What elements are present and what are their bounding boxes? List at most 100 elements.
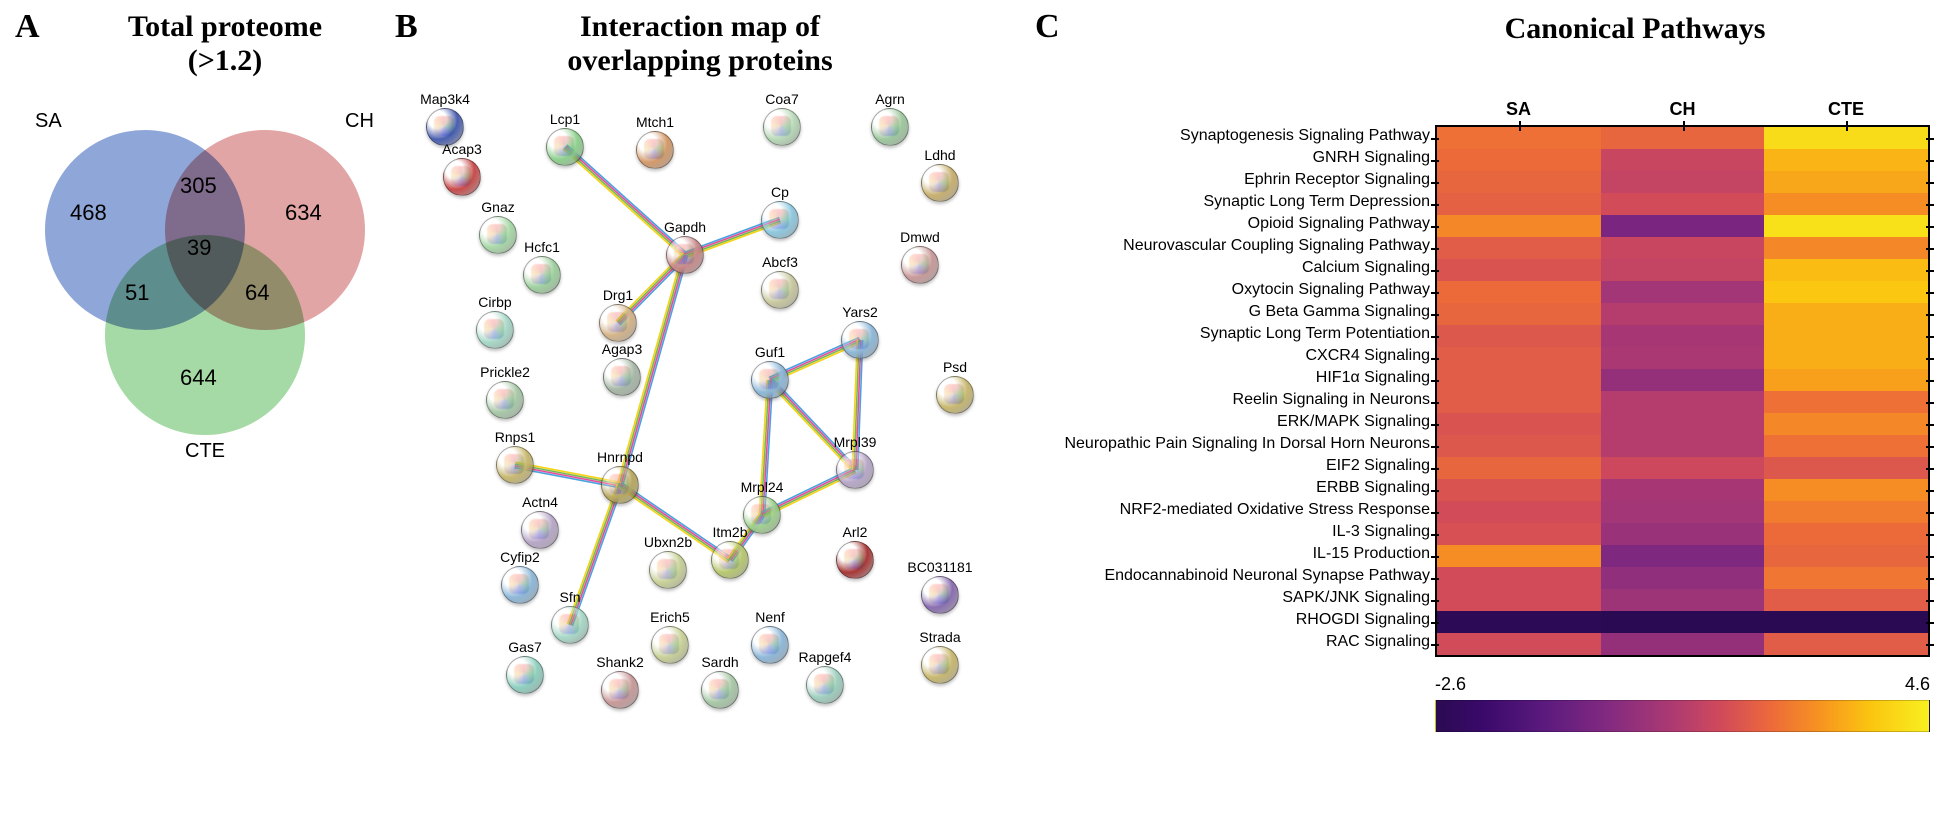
node-cyfip2 [501, 566, 539, 604]
hm-row [1437, 369, 1928, 391]
node-label-map3k4: Map3k4 [420, 91, 470, 107]
hm-row [1437, 259, 1928, 281]
hm-row-label: Synaptic Long Term Potentiation [1064, 323, 1430, 345]
hm-col-sa: SA [1506, 99, 1531, 120]
node-label-cp: Cp [771, 184, 789, 200]
venn-n-sach: 305 [180, 173, 217, 199]
hm-row-tick [1926, 270, 1934, 272]
hm-row [1437, 589, 1928, 611]
node-label-agap3: Agap3 [602, 341, 642, 357]
hm-row-tick [1926, 512, 1934, 514]
node-mrpl39 [836, 451, 874, 489]
node-yars2 [841, 321, 879, 359]
node-cirbp [476, 311, 514, 349]
hm-row-tick [1431, 358, 1439, 360]
hm-cell [1437, 303, 1601, 325]
hm-row-label: IL-3 Signaling [1064, 521, 1430, 543]
hm-row [1437, 457, 1928, 479]
node-label-sfn: Sfn [559, 589, 580, 605]
hm-row-tick [1431, 578, 1439, 580]
hm-tick-2 [1683, 121, 1685, 131]
hm-cell [1437, 391, 1601, 413]
hm-cell [1437, 567, 1601, 589]
hm-row-tick [1926, 578, 1934, 580]
node-label-shank2: Shank2 [596, 654, 643, 670]
hm-row-tick [1926, 424, 1934, 426]
hm-cell [1764, 193, 1928, 215]
venn-n-cte: 644 [180, 365, 217, 391]
hm-cell [1437, 193, 1601, 215]
hm-row-label: RHOGDI Signaling [1064, 609, 1430, 631]
hm-cell [1437, 369, 1601, 391]
node-label-guf1: Guf1 [755, 344, 785, 360]
node-rnps1 [496, 446, 534, 484]
hm-row-tick [1431, 270, 1439, 272]
hm-row-label: HIF1α Signaling [1064, 367, 1430, 389]
hm-cell [1601, 369, 1765, 391]
node-erich5 [651, 626, 689, 664]
hm-cell [1764, 281, 1928, 303]
node-sardh [701, 671, 739, 709]
hm-row-label: RAC Signaling [1064, 631, 1430, 653]
node-label-gapdh: Gapdh [664, 219, 706, 235]
venn-label-sa: SA [35, 110, 62, 133]
hm-cell [1764, 391, 1928, 413]
hm-cell [1764, 435, 1928, 457]
hm-row-label: Neurovascular Coupling Signaling Pathway [1064, 235, 1430, 257]
hm-row-label: CXCR4 Signaling [1064, 345, 1430, 367]
node-prickle2 [486, 381, 524, 419]
node-nenf [751, 626, 789, 664]
hm-row-tick [1926, 358, 1934, 360]
hm-row-tick [1431, 534, 1439, 536]
hm-cell [1437, 171, 1601, 193]
hm-row-tick [1431, 182, 1439, 184]
hm-row [1437, 611, 1928, 633]
node-label-yars2: Yars2 [842, 304, 878, 320]
node-label-lcp1: Lcp1 [550, 111, 580, 127]
hm-row-tick [1431, 490, 1439, 492]
legend-max: 4.6 [1905, 674, 1930, 695]
hm-cell [1764, 237, 1928, 259]
venn-n-chcte: 64 [245, 280, 269, 306]
hm-cell [1601, 149, 1765, 171]
hm-cell [1764, 413, 1928, 435]
hm-cell [1764, 347, 1928, 369]
legend-min: -2.6 [1435, 674, 1466, 695]
node-coa7 [763, 108, 801, 146]
node-ubxn2b [649, 551, 687, 589]
venn-n-sa: 468 [70, 200, 107, 226]
node-label-mtch1: Mtch1 [636, 114, 674, 130]
hm-row-tick [1926, 292, 1934, 294]
hm-row-tick [1926, 204, 1934, 206]
hm-cell [1601, 193, 1765, 215]
node-label-rapgef4: Rapgef4 [799, 649, 852, 665]
hm-row [1437, 325, 1928, 347]
panel-a-title-l2: (>1.2) [60, 44, 390, 78]
hm-row-tick [1926, 182, 1934, 184]
hm-row-label: NRF2-mediated Oxidative Stress Response [1064, 499, 1430, 521]
node-label-ubxn2b: Ubxn2b [644, 534, 692, 550]
hm-cell [1601, 545, 1765, 567]
panel-b-title: Interaction map of overlapping proteins [490, 10, 910, 78]
hm-row-tick [1926, 336, 1934, 338]
node-label-nenf: Nenf [755, 609, 785, 625]
hm-cell [1601, 479, 1765, 501]
hm-row-tick [1926, 160, 1934, 162]
hm-cell [1601, 589, 1765, 611]
hm-cell [1437, 633, 1601, 655]
node-label-mrpl24: Mrpl24 [741, 479, 784, 495]
hm-row-label: ERK/MAPK Signaling [1064, 411, 1430, 433]
hm-cell [1764, 457, 1928, 479]
hm-cell [1601, 391, 1765, 413]
hm-row-tick [1431, 622, 1439, 624]
hm-cell [1601, 171, 1765, 193]
hm-row-tick [1926, 490, 1934, 492]
panel-a-title-l1: Total proteome [60, 10, 390, 44]
hm-row-tick [1431, 226, 1439, 228]
hm-col-ch: CH [1670, 99, 1696, 120]
node-label-gas7: Gas7 [508, 639, 541, 655]
hm-row-label: Synaptogenesis Signaling Pathway [1064, 125, 1430, 147]
node-label-ldhd: Ldhd [924, 147, 955, 163]
hm-cell [1601, 435, 1765, 457]
hm-row-tick [1926, 556, 1934, 558]
